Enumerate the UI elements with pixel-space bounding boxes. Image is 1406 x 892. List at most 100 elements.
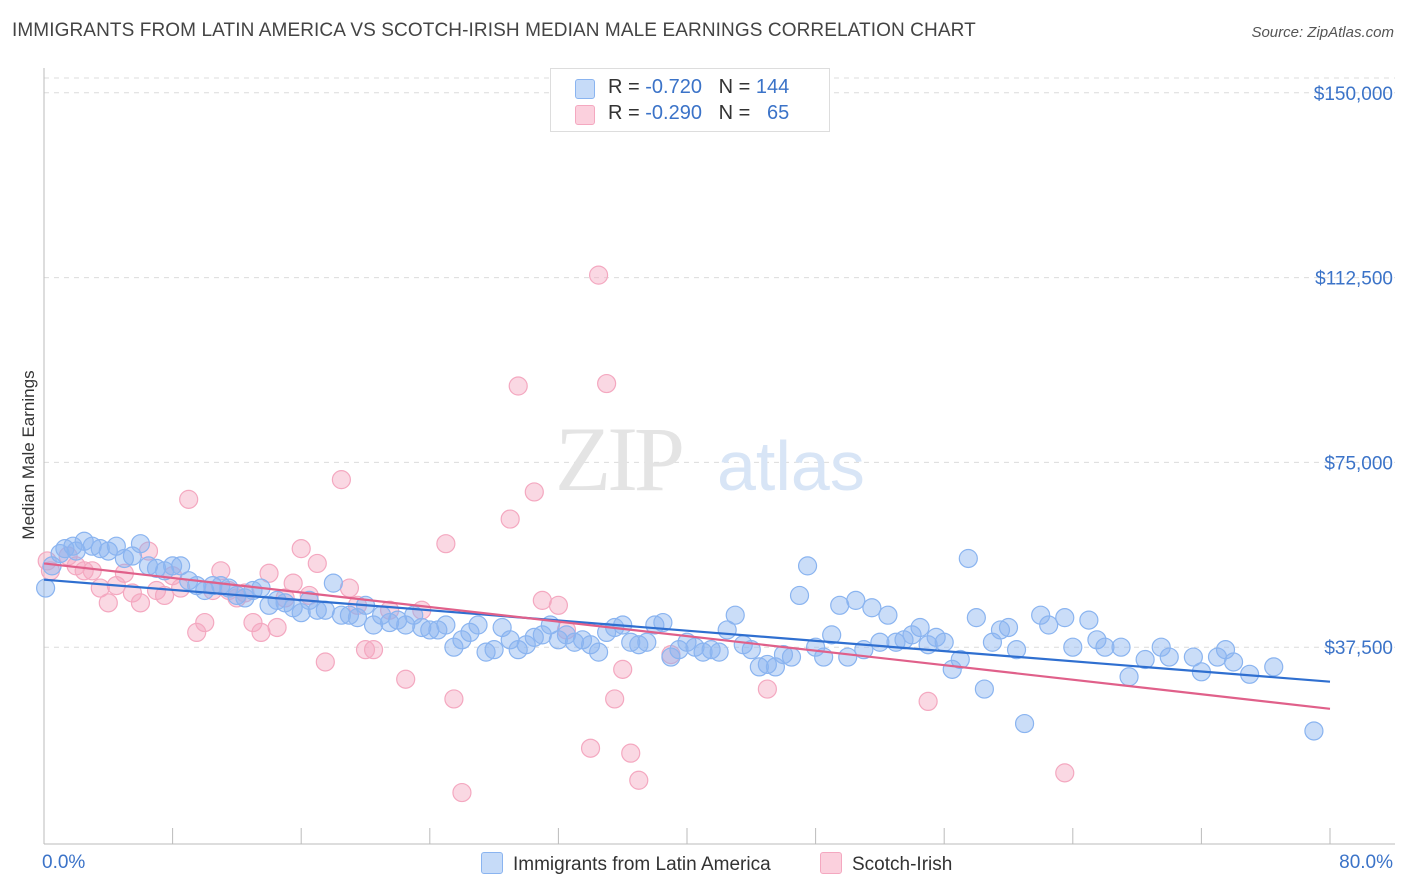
scotch-irish-point — [613, 659, 633, 679]
latin-america-point — [1264, 657, 1284, 677]
legend-n-label: N = — [718, 76, 751, 98]
scotch-irish-point — [396, 669, 416, 689]
chart-title: IMMIGRANTS FROM LATIN AMERICA VS SCOTCH-… — [12, 20, 976, 41]
scotch-irish-trend-line — [43, 562, 1331, 710]
scotch-irish-point — [211, 561, 231, 581]
y-tick-label: $75,000 — [1324, 453, 1393, 474]
x-tick-label: 80.0% — [1339, 852, 1393, 873]
scotch-irish-point — [74, 561, 94, 581]
latin-america-point — [146, 558, 167, 578]
latin-america-point — [163, 556, 183, 576]
scotch-irish-point — [315, 652, 335, 672]
latin-america-point — [725, 605, 745, 625]
legend-swatch-latin-america — [575, 79, 595, 99]
legend-r-label: R = — [608, 102, 640, 124]
latin-america-point — [958, 548, 978, 569]
legend-n-label: N = — [718, 102, 751, 124]
latin-america-point — [701, 640, 721, 660]
latin-america-point — [781, 647, 802, 667]
grid-lines — [44, 77, 1395, 648]
scotch-irish-point — [757, 679, 777, 699]
bottom-legend-latin-america: Immigrants from Latin America — [481, 852, 771, 876]
latin-america-point — [757, 654, 777, 675]
scotch-irish-point — [291, 539, 311, 559]
bottom-legend-label: Scotch-Irish — [852, 854, 953, 875]
scotch-irish-point — [331, 470, 351, 490]
latin-america-point — [870, 632, 890, 652]
latin-america-point — [396, 615, 416, 635]
legend-r-label: R = — [608, 76, 640, 98]
latin-america-point — [315, 600, 335, 620]
scotch-irish-point — [597, 373, 617, 394]
latin-america-point — [1055, 608, 1075, 628]
latin-america-point — [114, 548, 134, 569]
latin-america-point — [741, 640, 761, 660]
latin-america-point — [339, 605, 360, 625]
latin-america-point — [653, 612, 673, 633]
bottom-legend-label: Immigrants from Latin America — [513, 854, 771, 875]
scotch-irish-point — [1055, 763, 1075, 783]
latin-america-point — [1111, 637, 1131, 657]
scotch-irish-point — [588, 265, 609, 285]
scotch-irish-point — [82, 561, 102, 581]
latin-america-point — [1006, 640, 1027, 660]
scotch-irish-point — [500, 509, 520, 529]
latin-america-point — [171, 556, 191, 576]
latin-america-point — [468, 615, 488, 635]
trend-lines — [43, 562, 1331, 710]
legend-n-value: 65 — [767, 102, 790, 124]
latin-america-point — [749, 657, 769, 677]
latin-america-point — [412, 617, 432, 638]
scotch-irish-point — [339, 578, 360, 598]
latin-america-point — [661, 647, 681, 667]
latin-america-point — [1031, 605, 1051, 625]
scotch-irish-point — [508, 376, 528, 396]
scotch-irish-point — [243, 612, 263, 633]
x-tick-label: 0.0% — [42, 852, 85, 873]
scotch-irish-point — [195, 612, 215, 633]
y-tick-label: $150,000 — [1314, 84, 1393, 105]
latin-america-point — [1014, 713, 1035, 734]
legend-r-value: -0.720 — [645, 76, 702, 98]
latin-america-point — [1223, 652, 1244, 672]
scotch-irish-point — [251, 622, 271, 643]
bottom-legend-swatch — [820, 852, 842, 874]
latin-america-point — [966, 608, 986, 628]
latin-america-point — [990, 620, 1011, 640]
latin-america-point — [773, 644, 794, 665]
legend-swatch-scotch-irish — [575, 105, 595, 125]
scotch-irish-point — [452, 782, 472, 803]
latin-america-point — [436, 615, 456, 635]
scotch-irish-point — [259, 563, 279, 583]
latin-america-point — [974, 679, 994, 699]
series-scotch-irish-points — [37, 265, 1075, 803]
axes — [43, 68, 1395, 845]
series-latin-america-points — [36, 531, 1324, 741]
latin-america-point — [588, 642, 609, 662]
latin-america-point — [637, 632, 657, 652]
latin-america-point — [838, 647, 858, 667]
latin-america-point — [1095, 637, 1115, 657]
latin-america-point — [862, 598, 882, 618]
scotch-irish-point — [621, 743, 641, 763]
scotch-irish-point — [283, 573, 303, 593]
latin-america-point — [323, 573, 343, 593]
latin-america-point — [130, 534, 151, 554]
latin-america-point — [629, 635, 649, 655]
latin-america-point — [1135, 649, 1155, 670]
watermark-atlas: atlas — [717, 427, 865, 505]
scotch-irish-point — [307, 553, 327, 574]
scotch-irish-point — [154, 585, 175, 606]
latin-america-point — [331, 605, 351, 625]
latin-america-point — [669, 640, 689, 660]
watermark-zip: ZIP — [555, 408, 682, 510]
scotch-irish-point — [363, 640, 384, 660]
bottom-legend-swatch — [481, 852, 503, 874]
legend-n-value: 144 — [755, 76, 790, 98]
latin-america-point — [460, 622, 480, 643]
scotch-irish-point — [524, 482, 544, 502]
scotch-irish-point — [179, 489, 199, 509]
scotch-irish-point — [580, 738, 601, 758]
latin-america-point — [822, 625, 842, 645]
latin-america-point — [1063, 637, 1083, 657]
